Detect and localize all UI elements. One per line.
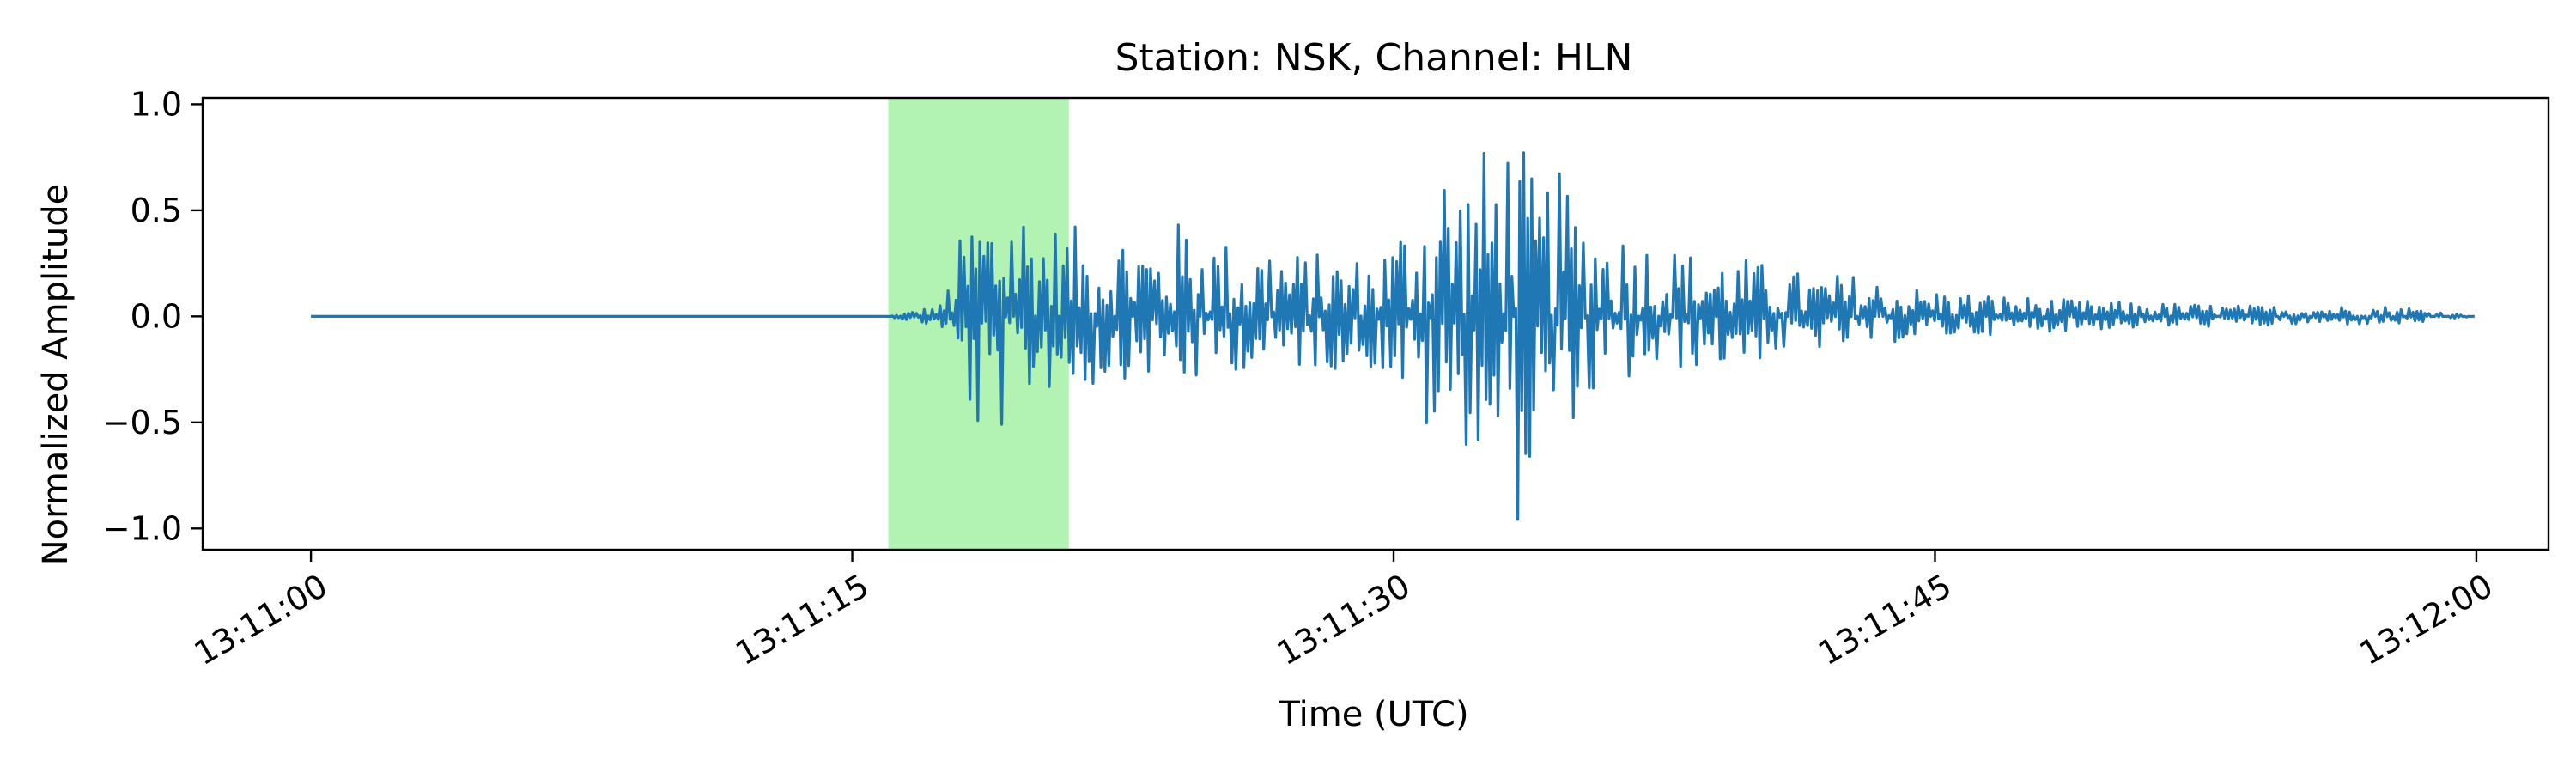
series-layer xyxy=(311,151,2475,521)
x-tick-label: 13:12:00 xyxy=(2354,567,2500,673)
y-tick-label: −0.5 xyxy=(103,404,182,441)
y-tick-label: 1.0 xyxy=(131,85,182,123)
y-axis-label: Normalized Amplitude xyxy=(36,184,76,566)
x-axis-label: Time (UTC) xyxy=(1278,695,1468,734)
chart-title: Station: NSK, Channel: HLN xyxy=(1115,36,1633,80)
plot-frame xyxy=(201,96,2550,551)
x-tick-label: 13:11:45 xyxy=(1812,567,1958,673)
y-tick-label: 0.5 xyxy=(131,192,182,229)
y-axis: 1.0 0.5 0.0 −0.5 −1.0 xyxy=(103,85,203,547)
y-tick-label: −1.0 xyxy=(103,509,182,547)
y-tick-label: 0.0 xyxy=(131,297,182,335)
x-tick-label: 13:11:15 xyxy=(729,567,875,673)
x-tick-label: 13:11:30 xyxy=(1271,567,1417,673)
x-tick-label: 13:11:00 xyxy=(188,567,334,673)
waveform-line xyxy=(311,151,2475,521)
x-axis: 13:11:00 13:11:15 13:11:30 13:11:45 13:12:00 xyxy=(188,550,2500,673)
